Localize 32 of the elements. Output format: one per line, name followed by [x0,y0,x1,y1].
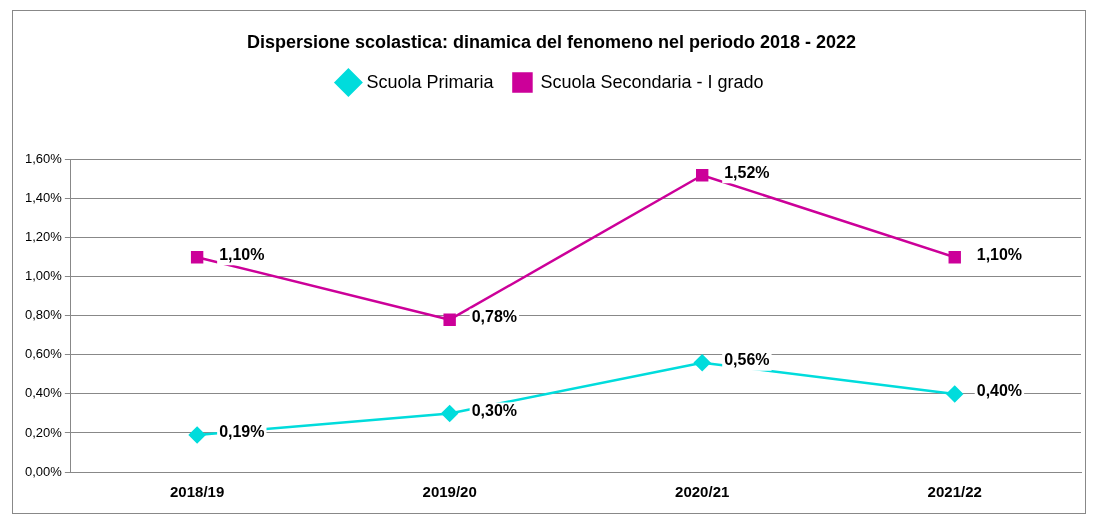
y-tick-label: 0,80% [24,307,63,323]
data-label: 0,78% [471,308,518,326]
point [443,313,456,326]
y-tick-label: 1,20% [24,229,63,245]
legend-label: Scuola Primaria [366,71,495,92]
data-label: 0,30% [471,401,518,419]
point [696,169,709,182]
y-tick-label: 0,40% [24,385,63,401]
y-tick-label: 0,20% [24,424,63,440]
point [190,251,204,264]
x-tick-label: 2020/21 [675,483,730,501]
x-tick-label: 2018/19 [170,483,225,501]
y-tick-label: 1,40% [24,190,63,206]
data-label: 1,52% [724,163,770,181]
data-label: 0,40% [976,382,1023,400]
y-tick-label: 1,60% [24,151,63,167]
point [693,354,711,371]
data-label: 0,19% [219,423,265,441]
y-tick-label: 0,60% [24,346,63,362]
point [948,251,961,264]
point [441,405,458,422]
data-label: 0,56% [724,351,770,369]
x-tick-label: 2021/22 [927,483,982,501]
legend-label: Scuola Secondaria - I grado [540,71,764,92]
point [188,426,206,444]
data-label: 1,10% [219,245,265,263]
data-label: 1,10% [976,245,1023,263]
x-tick-label: 2019/20 [422,483,477,501]
y-tick-label: 0,00% [24,463,63,479]
point [946,385,963,403]
y-tick-label: 1,00% [24,268,63,284]
chart-title: Dispersione scolastica: dinamica del fenomeno nel periodo 2018 - 2022 [246,31,857,52]
